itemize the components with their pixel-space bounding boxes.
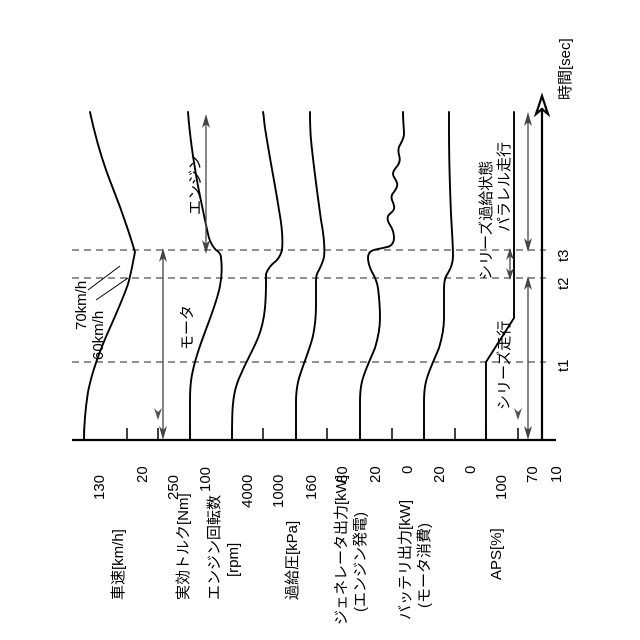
tick-label-aps-70: 70 xyxy=(524,466,541,483)
time-axis-label: 時間[sec] xyxy=(557,38,574,100)
span-parallel-drive xyxy=(524,112,532,252)
curve-effective-torque xyxy=(187,111,223,441)
time-axis xyxy=(533,92,551,440)
tick-label-boost-160: 160 xyxy=(303,474,320,500)
tick-label-speed-20: 20 xyxy=(134,466,151,483)
curve-aps xyxy=(485,111,515,441)
span-engine xyxy=(202,114,210,254)
speed-annotation-leaders xyxy=(87,265,129,301)
annotation-engine: エンジン xyxy=(187,154,204,215)
tick-label-gen-20: 20 xyxy=(367,466,384,483)
tick-label-batt-20: 20 xyxy=(431,466,448,483)
series-name-generator-output-sub: (エンジン発電) xyxy=(352,512,369,612)
span-series-boost xyxy=(506,248,514,280)
series-name-engine-speed-unit: [rpm] xyxy=(225,542,242,577)
series-name-engine-speed: エンジン回転数 xyxy=(206,494,223,600)
tick-label-aps-10: 10 xyxy=(548,466,565,483)
span-series-drive xyxy=(524,276,532,440)
leader-70kmh xyxy=(87,265,121,291)
tick-label-speed-130: 130 xyxy=(91,474,108,500)
tick-label-batt-0: 0 xyxy=(462,465,479,474)
series-name-vehicle-speed: 車速[km/h] xyxy=(110,529,127,600)
curve-boost-pressure xyxy=(295,111,326,441)
series-name-battery-output: バッテリ出力[kW] xyxy=(397,500,414,620)
value-axis xyxy=(72,428,556,442)
time-axis-arrowhead xyxy=(533,92,551,118)
tick-label-rpm-1000: 1000 xyxy=(270,474,287,508)
series-name-boost-pressure: 過給圧[kPa] xyxy=(284,520,301,600)
curve-engine-speed xyxy=(231,111,284,441)
leader-60kmh xyxy=(95,277,129,301)
marker-label-t2: t2 xyxy=(555,277,572,290)
series-name-effective-torque: 実効トルク[Nm] xyxy=(175,493,192,600)
annotation-70kmh: 70km/h xyxy=(73,280,90,330)
annotation-series-boost: シリーズ過給状態 xyxy=(478,160,495,280)
tick-pointer-arrows xyxy=(154,408,522,420)
annotation-series-drive: シリーズ走行 xyxy=(496,320,513,410)
annotation-parallel-drive: パラレル走行 xyxy=(496,141,513,232)
annotation-60kmh: 60km/h xyxy=(90,310,107,360)
series-name-generator-output: ジェネレータ出力[kW] xyxy=(333,475,350,625)
curve-battery-output xyxy=(423,111,454,441)
series-name-aps: APS[%] xyxy=(488,528,505,580)
curve-vehicle-speed xyxy=(83,111,136,441)
series-name-battery-output-sub: (モータ消費) xyxy=(416,523,433,608)
annotation-motor: モータ xyxy=(179,304,196,350)
marker-label-t3: t3 xyxy=(555,249,572,262)
tick-label-aps-100: 100 xyxy=(493,474,510,500)
curve-generator-output xyxy=(359,111,405,441)
span-motor xyxy=(159,248,167,440)
tick-label-rpm-4000: 4000 xyxy=(239,474,256,508)
tick-label-gen-0: 0 xyxy=(399,465,416,474)
event-lines xyxy=(72,249,546,363)
tick-label-torque-100: 100 xyxy=(197,466,214,492)
marker-label-t1: t1 xyxy=(555,359,572,372)
